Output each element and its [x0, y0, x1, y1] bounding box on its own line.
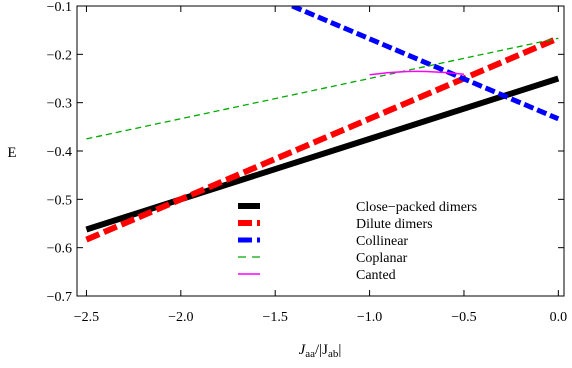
plot-frame [76, 5, 565, 297]
y-tick-label: −0.2 [47, 48, 72, 63]
x-tick-label: −1.0 [357, 310, 382, 325]
legend-label-4: Canted [356, 268, 396, 283]
y-axis-title: E [7, 145, 16, 161]
y-tick-label: −0.5 [47, 193, 72, 208]
legend-label-3: Coplanar [356, 251, 408, 266]
x-tick-label: 0.0 [550, 310, 568, 325]
series-line-4 [369, 70, 465, 76]
y-tick-label: −0.4 [47, 145, 72, 160]
y-tick-label: −0.7 [47, 290, 72, 305]
x-tick-label: −0.5 [451, 310, 476, 325]
y-tick-label: −0.1 [47, 0, 72, 15]
legend-label-1: Dilute dimers [356, 217, 433, 232]
legend-label-2: Collinear [356, 234, 408, 249]
y-tick-label: −0.6 [47, 242, 72, 257]
x-tick-label: −2.5 [74, 310, 99, 325]
y-tick-label: −0.3 [47, 97, 72, 112]
x-axis-title: Jaa/|Jab| [299, 342, 342, 360]
x-tick-label: −2.0 [168, 310, 193, 325]
series-line-2 [291, 6, 560, 122]
legend: Close−packed dimers Dilute dimers Collinea… [238, 200, 477, 283]
plot-lines [85, 6, 560, 243]
x-tick-label: −1.5 [262, 310, 287, 325]
series-line-1 [85, 35, 560, 243]
axes: −2.5 −2.0 −1.5 −1.0 −0.5 0.0 −0.7 −0.6 −0.5 −0.4 −… [47, 0, 567, 325]
legend-label-0: Close−packed dimers [356, 200, 477, 215]
series-line-3 [86, 37, 559, 140]
